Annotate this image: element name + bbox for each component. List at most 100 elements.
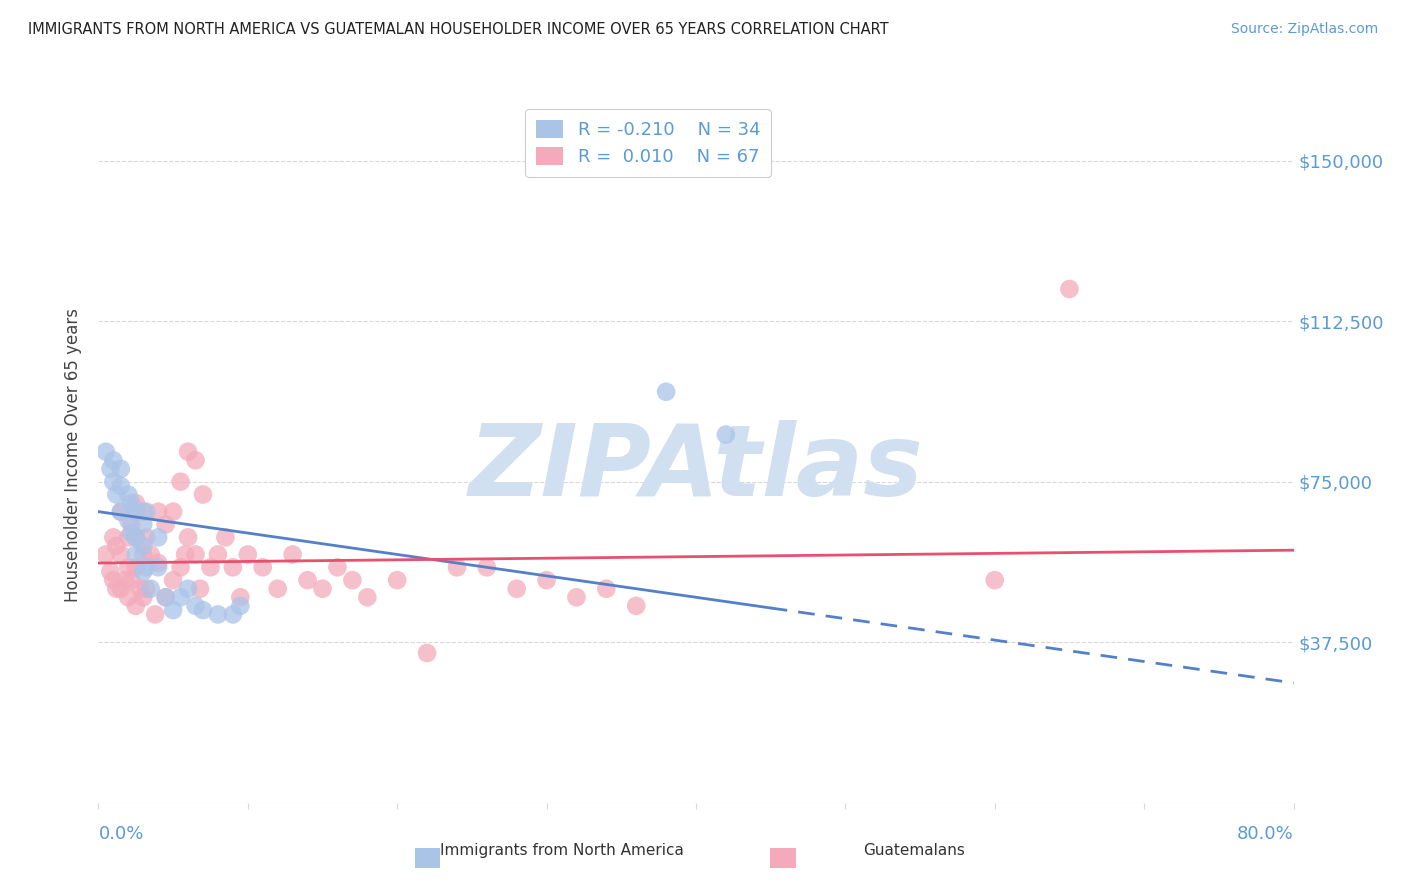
- Point: [155, 517, 177, 532]
- Point: [595, 582, 617, 596]
- Point: [148, 556, 170, 570]
- Point: [416, 646, 439, 660]
- Point: [100, 565, 122, 579]
- Point: [222, 607, 245, 622]
- Point: [94, 444, 117, 458]
- Text: 80.0%: 80.0%: [1237, 825, 1294, 843]
- Point: [120, 573, 142, 587]
- Point: [125, 599, 148, 613]
- Point: [132, 591, 155, 605]
- Point: [191, 603, 214, 617]
- Point: [110, 505, 132, 519]
- Legend: R = -0.210    N = 34, R =  0.010    N = 67: R = -0.210 N = 34, R = 0.010 N = 67: [526, 109, 770, 177]
- Point: [184, 453, 207, 467]
- Point: [177, 530, 200, 544]
- Point: [446, 560, 468, 574]
- Point: [120, 496, 142, 510]
- Point: [191, 487, 214, 501]
- Point: [94, 548, 117, 562]
- Point: [267, 582, 290, 596]
- Point: [125, 496, 148, 510]
- Point: [169, 560, 191, 574]
- Point: [342, 573, 364, 587]
- Point: [103, 530, 125, 544]
- Point: [105, 539, 128, 553]
- Point: [297, 573, 319, 587]
- Point: [110, 582, 132, 596]
- Point: [110, 548, 132, 562]
- Point: [125, 548, 148, 562]
- Point: [120, 526, 142, 541]
- Point: [139, 548, 162, 562]
- Point: [117, 560, 139, 574]
- Point: [229, 591, 252, 605]
- Point: [356, 591, 378, 605]
- Point: [103, 573, 125, 587]
- Point: [281, 548, 304, 562]
- Point: [117, 591, 139, 605]
- Point: [105, 487, 128, 501]
- Point: [655, 384, 678, 399]
- Point: [311, 582, 333, 596]
- Point: [229, 599, 252, 613]
- Point: [200, 560, 222, 574]
- Point: [103, 453, 125, 467]
- Text: Source: ZipAtlas.com: Source: ZipAtlas.com: [1230, 22, 1378, 37]
- Point: [135, 582, 157, 596]
- Point: [565, 591, 588, 605]
- Point: [143, 607, 166, 622]
- Point: [162, 603, 184, 617]
- Point: [214, 530, 236, 544]
- Point: [125, 560, 148, 574]
- Point: [110, 505, 132, 519]
- Point: [100, 462, 122, 476]
- Point: [162, 573, 184, 587]
- Point: [135, 560, 157, 574]
- Point: [174, 548, 197, 562]
- Point: [1059, 282, 1081, 296]
- Point: [326, 560, 349, 574]
- Point: [177, 582, 200, 596]
- Point: [117, 530, 139, 544]
- Y-axis label: Householder Income Over 65 years: Householder Income Over 65 years: [65, 308, 83, 602]
- Point: [148, 505, 170, 519]
- Point: [110, 479, 132, 493]
- Point: [117, 513, 139, 527]
- Point: [252, 560, 274, 574]
- Point: [148, 530, 170, 544]
- Point: [103, 475, 125, 489]
- Point: [117, 487, 139, 501]
- Point: [114, 573, 136, 587]
- Point: [132, 505, 155, 519]
- Point: [132, 548, 155, 562]
- Point: [135, 505, 157, 519]
- Point: [626, 599, 648, 613]
- Point: [475, 560, 498, 574]
- Point: [177, 444, 200, 458]
- Point: [162, 505, 184, 519]
- Point: [184, 548, 207, 562]
- Point: [129, 582, 152, 596]
- Point: [132, 517, 155, 532]
- Text: 0.0%: 0.0%: [98, 825, 143, 843]
- Point: [132, 539, 155, 553]
- Text: ZIPAtlas: ZIPAtlas: [468, 420, 924, 517]
- Point: [188, 582, 211, 596]
- Point: [132, 565, 155, 579]
- Point: [714, 427, 737, 442]
- Point: [125, 530, 148, 544]
- Point: [120, 517, 142, 532]
- Point: [984, 573, 1007, 587]
- Point: [139, 582, 162, 596]
- Point: [169, 475, 191, 489]
- Point: [236, 548, 259, 562]
- Point: [207, 607, 229, 622]
- Point: [105, 582, 128, 596]
- Text: Immigrants from North America: Immigrants from North America: [440, 843, 685, 858]
- Point: [506, 582, 529, 596]
- Text: Guatemalans: Guatemalans: [863, 843, 965, 858]
- Point: [155, 591, 177, 605]
- Point: [125, 530, 148, 544]
- Point: [536, 573, 558, 587]
- Point: [385, 573, 409, 587]
